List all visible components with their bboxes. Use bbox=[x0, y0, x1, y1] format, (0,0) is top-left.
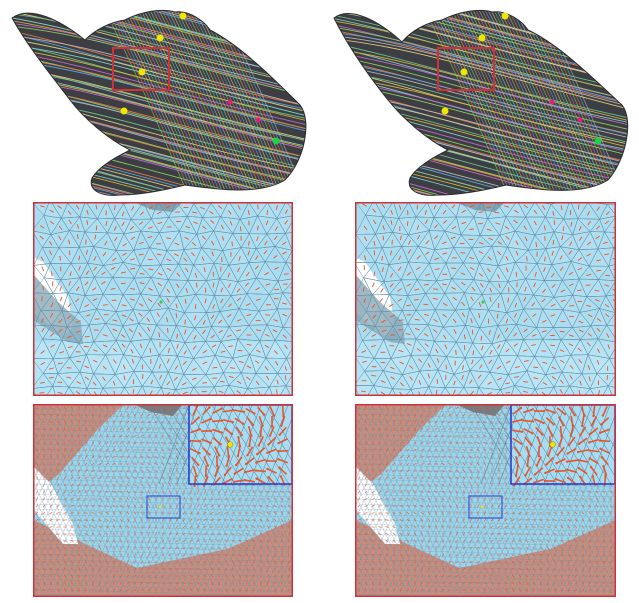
hand-streamline-render-left bbox=[11, 9, 307, 196]
dense-field-left bbox=[33, 404, 293, 597]
hand-panel-left bbox=[0, 0, 320, 200]
singularity-green bbox=[594, 137, 602, 145]
singularity-yellow bbox=[460, 68, 468, 76]
hand-streamline-render-right bbox=[333, 9, 629, 196]
zoom-box-left bbox=[112, 47, 170, 91]
singularity-magenta bbox=[227, 99, 233, 105]
dense-field-right bbox=[355, 404, 616, 597]
singularity-green bbox=[272, 137, 280, 145]
dense-field-render-right bbox=[355, 404, 616, 597]
singularity-yellow bbox=[138, 68, 146, 76]
singularity-yellow bbox=[441, 107, 449, 115]
mesh-render-right bbox=[355, 202, 616, 396]
singularity-yellow bbox=[156, 34, 164, 42]
singularity-magenta bbox=[255, 117, 261, 123]
singularity-magenta bbox=[549, 99, 555, 105]
dense-field-render-left bbox=[33, 404, 293, 597]
zoom-box-right bbox=[437, 47, 495, 91]
mesh-closeup-left bbox=[33, 202, 293, 396]
singularity-yellow bbox=[179, 12, 187, 20]
mesh-closeup-right bbox=[355, 202, 616, 396]
singularity-magenta bbox=[577, 117, 583, 123]
mesh-render-left bbox=[33, 202, 293, 396]
singularity-yellow bbox=[120, 107, 128, 115]
singularity-yellow bbox=[501, 12, 509, 20]
hand-panel-right bbox=[320, 0, 639, 200]
singularity-yellow bbox=[478, 34, 486, 42]
